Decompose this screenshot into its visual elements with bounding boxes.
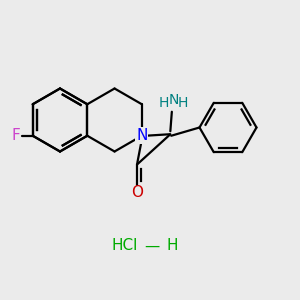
Text: HCl: HCl: [111, 238, 138, 253]
Text: —: —: [144, 238, 159, 253]
Text: H: H: [158, 96, 169, 110]
Text: N: N: [136, 128, 148, 143]
Text: H: H: [167, 238, 178, 253]
Text: H: H: [178, 96, 188, 110]
Text: N: N: [168, 93, 178, 107]
Text: F: F: [12, 128, 21, 143]
Text: O: O: [131, 185, 143, 200]
